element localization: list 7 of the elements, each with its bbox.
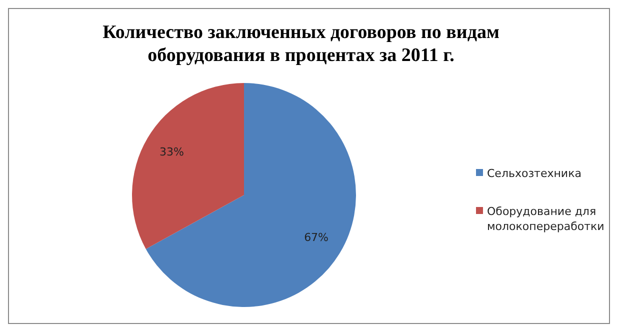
chart-title: Количество заключенных договоров по видам оборудования в процентах за 2011 г. bbox=[102, 22, 500, 66]
legend-label: Сельхозтехника bbox=[487, 167, 582, 180]
pie-slice bbox=[132, 83, 244, 249]
data-label: 67% bbox=[304, 230, 329, 244]
data-label: 33% bbox=[159, 145, 184, 158]
pie-slice bbox=[146, 83, 356, 307]
legend-label: Оборудование для молокопереработки bbox=[487, 205, 604, 233]
